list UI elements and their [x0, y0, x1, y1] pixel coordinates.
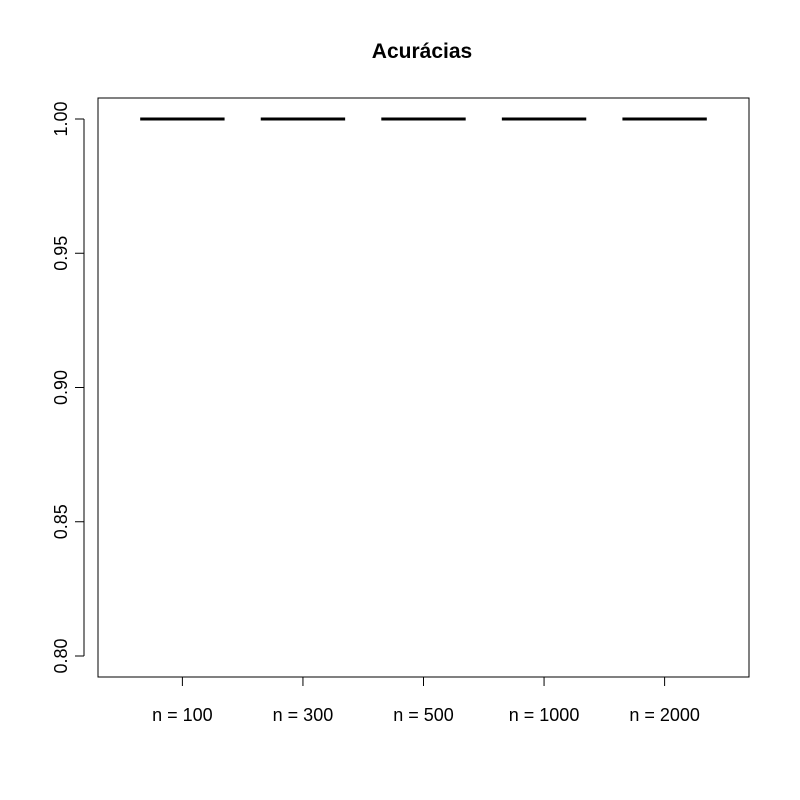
plot-frame	[97, 97, 750, 678]
x-tick-label-2: n = 500	[393, 705, 454, 725]
x-axis: n = 100 n = 300 n = 500 n = 1000 n = 2000	[152, 676, 700, 725]
y-axis: 0.80 0.85 0.90 0.95 1.00	[51, 101, 85, 674]
y-tick-label-4: 1.00	[51, 101, 71, 136]
y-tick-label-0: 0.80	[51, 638, 71, 673]
chart-title: Acurácias	[372, 40, 472, 63]
x-tick-label-1: n = 300	[273, 705, 334, 725]
x-tick-label-3: n = 1000	[509, 705, 580, 725]
y-tick-label-2: 0.90	[51, 370, 71, 405]
x-tick-label-0: n = 100	[152, 705, 213, 725]
y-tick-label-3: 0.95	[51, 236, 71, 271]
x-tick-label-4: n = 2000	[629, 705, 700, 725]
y-tick-label-1: 0.85	[51, 504, 71, 539]
